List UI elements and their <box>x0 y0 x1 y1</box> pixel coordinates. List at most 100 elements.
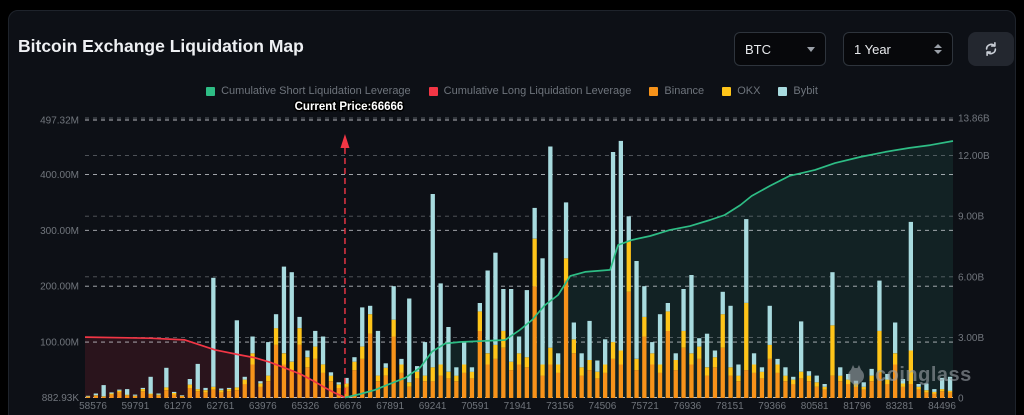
legend-item-bybit[interactable]: Bybit <box>778 85 818 97</box>
bar-binance <box>689 364 694 398</box>
svg-text:81796: 81796 <box>843 401 871 412</box>
bar-bybit <box>767 305 772 345</box>
bar-binance <box>415 378 420 398</box>
bar-bybit <box>297 316 302 329</box>
bar-binance <box>407 386 412 398</box>
bar-okx <box>85 396 91 397</box>
bar-okx <box>751 364 757 373</box>
bar-okx <box>375 375 381 382</box>
bar-okx <box>211 386 216 390</box>
bar-bybit <box>838 367 843 376</box>
bar-binance <box>814 386 819 398</box>
liquidation-bars[interactable] <box>85 140 953 398</box>
bar-bybit <box>383 363 388 368</box>
bar-bybit <box>368 305 373 315</box>
bar-bybit <box>164 367 169 388</box>
bar-bybit <box>273 314 279 329</box>
range-select[interactable]: 1 Year <box>843 32 953 66</box>
bar-okx <box>368 314 373 334</box>
bar-binance <box>728 375 733 398</box>
bar-bybit <box>109 392 114 394</box>
bar-okx <box>548 347 553 365</box>
long-liquidation-line <box>84 336 346 399</box>
watermark-text: coinglass <box>875 363 972 386</box>
bar-okx <box>712 357 718 368</box>
bar-okx <box>266 375 271 382</box>
bar-okx <box>720 314 725 348</box>
legend-swatch-icon <box>206 86 216 96</box>
svg-text:66676: 66676 <box>334 401 362 412</box>
legend-item-cumulative-long-liquidation-leverage[interactable]: Cumulative Long Liquidation Leverage <box>428 85 631 97</box>
bar-okx <box>916 386 921 390</box>
bar-bybit <box>900 379 906 384</box>
bar-okx <box>940 389 945 392</box>
bar-okx <box>399 364 404 373</box>
bar-binance <box>109 394 114 398</box>
bar-binance <box>877 372 882 398</box>
symbol-select-value: BTC <box>745 41 771 57</box>
bar-binance <box>226 391 232 398</box>
bar-binance <box>524 367 529 398</box>
bar-binance <box>454 381 459 398</box>
bar-binance <box>579 375 584 398</box>
bar-bybit <box>744 219 749 303</box>
bar-binance <box>587 370 592 398</box>
bar-okx <box>281 353 287 365</box>
bar-okx <box>407 382 412 387</box>
svg-text:75721: 75721 <box>631 401 659 412</box>
bar-binance <box>673 370 678 398</box>
bar-bybit <box>305 350 310 358</box>
svg-text:6.00B: 6.00B <box>958 272 984 283</box>
x-axis-labels: 58576 59791 61276 62761 63976 65326 66676 67891… <box>79 401 956 412</box>
bar-bybit <box>93 393 98 396</box>
bar-okx <box>830 325 835 376</box>
legend-item-cumulative-short-liquidation-leverage[interactable]: Cumulative Short Liquidation Leverage <box>206 85 411 97</box>
bar-bybit <box>219 388 224 391</box>
bar-okx <box>352 361 357 371</box>
bar-binance <box>893 364 898 398</box>
legend-label: OKX <box>737 85 761 97</box>
bar-okx <box>704 367 710 376</box>
bar-binance <box>320 372 326 398</box>
bar-binance <box>477 330 482 398</box>
bar-binance <box>626 291 631 398</box>
bar-okx <box>932 391 937 394</box>
bar-binance <box>125 395 130 398</box>
bar-binance <box>430 381 435 398</box>
bar-binance <box>540 375 545 398</box>
bar-bybit <box>861 382 866 387</box>
bar-binance <box>485 364 490 398</box>
refresh-button[interactable] <box>968 32 1014 66</box>
legend-item-okx[interactable]: OKX <box>722 85 760 97</box>
bar-okx <box>109 393 114 395</box>
bar-binance <box>783 381 788 398</box>
bar-bybit <box>266 342 271 376</box>
bar-binance <box>509 370 514 398</box>
bar-okx <box>579 367 584 376</box>
symbol-select[interactable]: BTC <box>734 32 826 66</box>
bar-binance <box>211 389 216 398</box>
bar-binance <box>681 347 686 398</box>
bar-okx <box>728 367 733 376</box>
bar-bybit <box>469 367 475 372</box>
bar-okx <box>242 379 247 385</box>
legend-label: Cumulative Short Liquidation Leverage <box>221 85 411 97</box>
bar-bybit <box>407 298 412 383</box>
bar-okx <box>273 328 279 345</box>
bar-binance <box>822 389 827 398</box>
bar-binance <box>328 381 334 398</box>
bar-okx <box>117 390 122 393</box>
svg-text:69241: 69241 <box>419 401 447 412</box>
legend-item-binance[interactable]: Binance <box>649 85 704 97</box>
bar-binance <box>563 280 569 398</box>
bar-okx <box>697 346 702 359</box>
bar-bybit <box>681 289 686 331</box>
bar-bybit <box>242 376 247 380</box>
bar-okx <box>462 364 467 373</box>
bar-binance <box>156 395 161 398</box>
bar-binance <box>132 396 138 398</box>
bar-binance <box>532 286 537 398</box>
bar-binance <box>360 358 365 398</box>
bar-binance <box>352 370 357 398</box>
